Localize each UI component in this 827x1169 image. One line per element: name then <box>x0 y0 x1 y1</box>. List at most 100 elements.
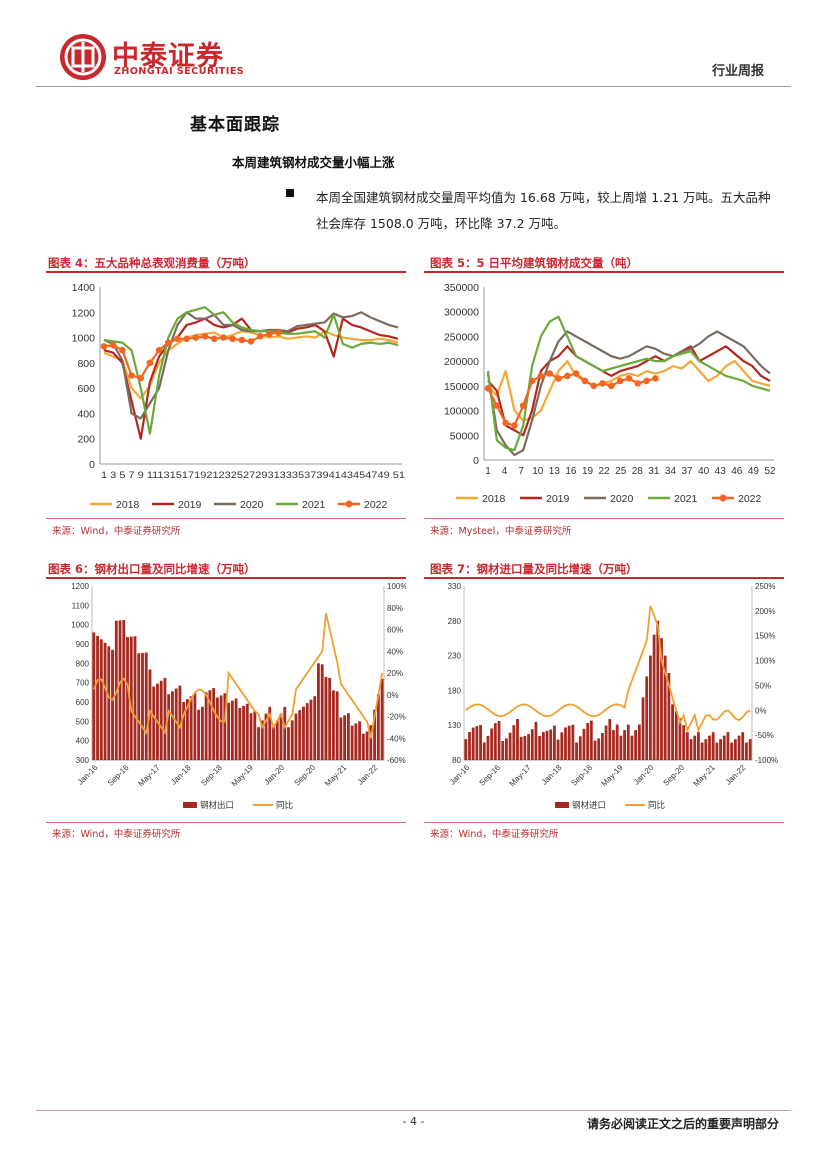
bar <box>726 732 730 760</box>
x-tick-label: 10 <box>532 466 544 477</box>
summary-paragraph: 本周全国建筑钢材成交量周平均值为 16.68 万吨，较上周增 1.21 万吨。五… <box>316 190 771 231</box>
bar <box>167 694 171 760</box>
bar <box>471 727 475 760</box>
bar <box>320 664 324 760</box>
y2-tick-label: 20% <box>387 669 403 678</box>
x-tick-label: 19 <box>582 466 594 477</box>
x-tick-label: 7 <box>518 466 524 477</box>
bar <box>159 680 163 760</box>
x-tick-label: 40 <box>698 466 710 477</box>
bar <box>223 693 227 760</box>
bar <box>501 741 505 760</box>
y2-tick-label: 100% <box>755 657 775 666</box>
legend-label-bar: 钢材出口 <box>200 800 234 810</box>
legend-label-2020: 2020 <box>240 499 264 511</box>
x-tick-label: May-19 <box>600 763 626 789</box>
y2-tick-label: 100% <box>387 582 406 591</box>
bar <box>589 720 593 760</box>
data-point-2022 <box>266 330 273 338</box>
bar <box>512 725 516 760</box>
y2-tick-label: 60% <box>387 626 403 635</box>
bar <box>358 721 362 760</box>
report-type: 行业周报 <box>711 64 764 79</box>
y2-tick-label: 40% <box>387 647 403 656</box>
chart-fig7: 80 130 180 230 280 330 -100% -50% 0% 50% 100% 150% 2… <box>448 582 778 810</box>
bar <box>200 706 204 760</box>
header-divider <box>36 86 791 87</box>
bar <box>328 677 332 760</box>
bar <box>96 635 99 760</box>
x-tick-label: Sep-20 <box>293 763 318 788</box>
y2-tick-label: 0% <box>387 691 399 700</box>
bar <box>126 637 129 760</box>
bar <box>238 707 242 760</box>
bar <box>171 691 174 760</box>
bar <box>346 713 350 760</box>
y2-tick-label: -100% <box>755 756 778 765</box>
bar <box>279 713 283 760</box>
data-point-2022 <box>484 385 492 392</box>
bar <box>290 720 294 760</box>
bar <box>541 732 545 760</box>
legend-label-2021: 2021 <box>302 499 326 511</box>
bar <box>689 739 693 760</box>
legend-label-2019: 2019 <box>546 493 570 505</box>
data-point-2022 <box>210 335 218 343</box>
x-tick-label: Sep-18 <box>199 763 224 788</box>
data-point-2022 <box>519 402 527 409</box>
bar <box>630 735 634 760</box>
bar <box>493 723 497 760</box>
bar <box>519 736 523 760</box>
legend-label-yoy: 同比 <box>648 800 665 810</box>
bar <box>92 632 96 760</box>
x-tick-label: 37 <box>681 466 693 477</box>
logo-text-cn: 中泰证券 <box>112 41 224 72</box>
bar <box>249 713 253 760</box>
y-tick-label: 150000 <box>444 381 479 393</box>
bar <box>185 699 189 760</box>
figure-7-rule <box>424 577 784 579</box>
y2-tick-label: 150% <box>755 632 775 641</box>
data-point-2022 <box>564 372 571 380</box>
series-line-2020 <box>486 330 771 457</box>
x-tick-labels: 1 3 5 7 9 111315171921232527293133353739… <box>101 470 405 481</box>
y-tick-label: 1200 <box>71 582 89 591</box>
bar <box>575 742 578 760</box>
bullet-icon <box>286 189 294 197</box>
bar <box>298 710 302 760</box>
data-point-2022 <box>502 419 509 427</box>
x-tick-label: 4 <box>502 466 508 477</box>
data-point-2022 <box>119 346 126 354</box>
bar <box>527 734 530 760</box>
bar <box>685 732 689 760</box>
figure-7-title: 图表 7：钢材进口量及同比增速（万吨） <box>430 562 638 576</box>
bar <box>608 719 612 760</box>
bar <box>302 706 305 760</box>
y-tick-label: 80 <box>452 756 461 765</box>
x-tick-label: Sep-16 <box>477 763 502 788</box>
x-tick-label: 52 <box>764 466 776 477</box>
bar <box>652 634 656 760</box>
bar <box>129 636 133 760</box>
x-tick-label: Jan-20 <box>632 763 656 787</box>
y-tick-label: 400 <box>76 737 90 746</box>
bar <box>133 636 137 760</box>
data-point-2022 <box>220 334 227 341</box>
x-tick-label: Jan-20 <box>262 763 286 787</box>
x-tick-label: 1 <box>485 466 491 477</box>
bar <box>234 698 238 760</box>
legend-label-yoy: 同比 <box>276 800 293 810</box>
bar <box>189 696 193 760</box>
figure-4-rule <box>46 271 406 273</box>
data-point-2022 <box>546 370 553 377</box>
bar <box>305 703 309 760</box>
bar <box>571 724 575 760</box>
bar <box>693 735 697 760</box>
x-tick-label: Jan-22 <box>356 763 380 787</box>
data-point-2022 <box>652 375 659 382</box>
data-point-2022 <box>590 382 598 390</box>
bar <box>294 713 298 760</box>
y-tick-label: 1000 <box>72 333 96 345</box>
bar <box>309 699 313 760</box>
x-tick-label: 43 <box>715 466 727 477</box>
